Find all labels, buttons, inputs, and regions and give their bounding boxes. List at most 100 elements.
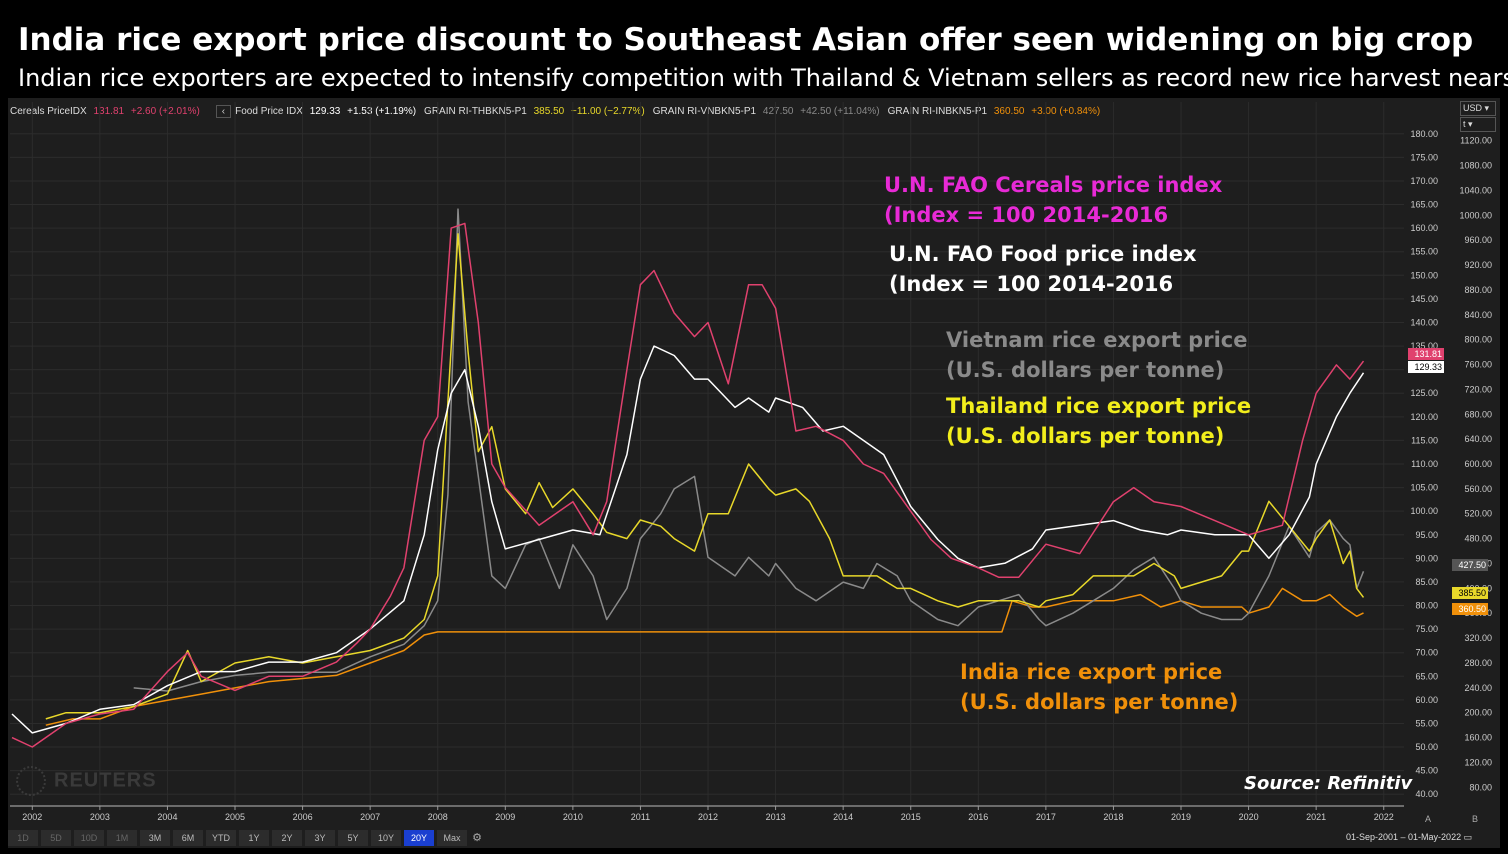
y-left-tick-label: 75.00 [1415, 624, 1438, 634]
last-value-tag-food [1408, 361, 1444, 373]
x-tick-label: 2011 [631, 812, 650, 822]
y-right-tick-label: 480.00 [1464, 534, 1492, 544]
series-layer [11, 208, 1365, 748]
x-tick-label: 2021 [1306, 812, 1326, 822]
legend-food[interactable]: Food Price IDX 129.33 +1.53 (+1.19%) [235, 106, 420, 117]
legend-cereals[interactable]: Cereals PriceIDX 131.81 +2.60 (+2.01%) [10, 106, 204, 117]
date-range-text: 01-Sep-2001 – 01-May-2022 [1346, 832, 1462, 842]
annotation-food-line1: U.N. FAO Food price index [889, 242, 1197, 266]
range-buttons: 1D 5D 10D 1M 3M 6M YTD 1Y 2Y 3Y 5Y 10Y 20Y Max ⚙ [8, 828, 484, 848]
range-button-5d[interactable]: 5D [41, 830, 71, 846]
scale-mode-label: t [1463, 119, 1466, 129]
last-value-tag-cereals [1408, 348, 1444, 360]
legend-india-name: GRAIN RI-INBKN5-P1 [887, 105, 988, 117]
y-right-tick-label: 520.00 [1464, 509, 1492, 519]
annotation-cereals-line2: (Index = 100 2014-2016 [884, 203, 1169, 227]
y-right-tick-label: 680.00 [1464, 409, 1492, 419]
chart-subtitle: Indian rice exporters are expected to in… [18, 64, 1508, 92]
x-tick-label: 2008 [428, 812, 448, 822]
legend-thai[interactable]: GRAIN RI-THBKN5-P1 385.50 −11.00 (−2.77%… [424, 106, 649, 117]
y-right-tick-label: 280.00 [1464, 658, 1492, 668]
range-button-1d[interactable]: 1D [8, 830, 38, 846]
range-button-5y[interactable]: 5Y [338, 830, 368, 846]
annotation-india: India rice export price (U.S. dollars pe… [960, 657, 1238, 717]
date-range[interactable]: 01-Sep-2001 – 01-May-2022 ▭ [1346, 832, 1472, 843]
y-left-tick-label: 180.00 [1410, 129, 1438, 139]
series-line-food [11, 345, 1365, 734]
currency-label: USD [1463, 103, 1483, 113]
x-tick-label: 2019 [1171, 812, 1191, 822]
range-button-6m[interactable]: 6M [173, 830, 203, 846]
range-button-3y[interactable]: 3Y [305, 830, 335, 846]
chevron-down-icon: ▾ [1484, 103, 1490, 113]
calendar-icon: ▭ [1463, 832, 1473, 842]
y-left-tick-label: 175.00 [1410, 152, 1438, 162]
y-left-tick-label: 105.00 [1410, 483, 1438, 493]
y-left-tick-label: 120.00 [1410, 412, 1438, 422]
reuters-logo-icon [16, 766, 46, 796]
y-left-tick-label: 170.00 [1410, 176, 1438, 186]
y-right-tick-label: 160.00 [1464, 733, 1492, 743]
legend-back-button[interactable]: ‹ [215, 104, 232, 118]
annotation-viet: Vietnam rice export price (U.S. dollars … [946, 325, 1247, 385]
range-button-20y[interactable]: 20Y [404, 830, 434, 846]
chevron-down-icon: ▾ [1468, 119, 1473, 129]
x-tick-label: 2017 [1036, 812, 1056, 822]
range-button-10y[interactable]: 10Y [371, 830, 401, 846]
gear-icon[interactable]: ⚙ [472, 831, 482, 844]
currency-select[interactable]: USD ▾ [1460, 101, 1496, 116]
range-button-1m[interactable]: 1M [107, 830, 137, 846]
annotation-india-line1: India rice export price [960, 660, 1223, 684]
y-right-tick-label: 240.00 [1464, 683, 1492, 693]
legend-viet-change: +42.50 (+11.04%) [800, 105, 880, 117]
legend-viet[interactable]: GRAIN RI-VNBKN5-P1 427.50 +42.50 (+11.04… [653, 106, 884, 117]
x-tick-label: 2002 [22, 812, 42, 822]
range-button-ytd[interactable]: YTD [206, 830, 236, 846]
annotation-india-line2: (U.S. dollars per tonne) [960, 690, 1239, 714]
last-value-text-cereals: 131.81 [1414, 349, 1442, 359]
range-button-2y[interactable]: 2Y [272, 830, 302, 846]
range-button-10d[interactable]: 10D [74, 830, 104, 846]
scale-mode-select[interactable]: t ▾ [1460, 117, 1496, 132]
reuters-watermark-text: REUTERS [54, 769, 157, 792]
y-left-tick-label: 60.00 [1415, 695, 1438, 705]
x-tick-label: 2005 [225, 812, 245, 822]
annotation-thai-line1: Thailand rice export price [946, 394, 1252, 418]
legend-cereals-change: +2.60 (+2.01%) [130, 105, 200, 117]
source-label: Source: Refinitiv [1244, 773, 1413, 794]
y-left-tick-label: 55.00 [1415, 718, 1438, 728]
legend-india-value: 360.50 [993, 105, 1025, 117]
legend-india[interactable]: GRAIN RI-INBKN5-P1 360.50 +3.00 (+0.84%) [888, 106, 1105, 117]
toggle-a-button[interactable]: A [1424, 814, 1431, 824]
legend-thai-name: GRAIN RI-THBKN5-P1 [424, 105, 527, 117]
last-value-text-viet: 427.50 [1458, 560, 1486, 570]
y-left-tick-label: 80.00 [1415, 601, 1438, 611]
range-button-1y[interactable]: 1Y [239, 830, 269, 846]
range-button-3m[interactable]: 3M [140, 830, 170, 846]
annotation-viet-line1: Vietnam rice export price [946, 328, 1248, 352]
y-left-tick-label: 110.00 [1411, 459, 1438, 469]
y-left-tick-label: 50.00 [1415, 742, 1438, 752]
y-right-tick-label: 600.00 [1464, 459, 1492, 469]
range-button-max[interactable]: Max [437, 830, 467, 846]
last-value-tag-viet [1452, 559, 1488, 571]
annotation-food: U.N. FAO Food price index (Index = 100 2… [889, 239, 1197, 299]
x-tick-label: 2018 [1103, 812, 1123, 822]
legend-food-name: Food Price IDX [235, 105, 303, 117]
x-tick-label: 2003 [90, 812, 110, 822]
x-tick-label: 2009 [495, 812, 515, 822]
toggle-b-button[interactable]: B [1471, 814, 1478, 824]
last-value-text-india: 360.50 [1458, 604, 1486, 614]
y-right-tick-label: 760.00 [1464, 360, 1492, 370]
series-line-cereals [11, 222, 1365, 748]
y-axis-left-ticks: 40.00 45.00 50.00 55.00 60.00 65.00 70.00 75.00… [1410, 129, 1438, 799]
annotation-thai: Thailand rice export price (U.S. dollars… [946, 391, 1251, 451]
series-line-thai [45, 233, 1365, 720]
y-right-tick-label: 200.00 [1464, 708, 1492, 718]
y-left-tick-label: 90.00 [1415, 553, 1438, 563]
y-right-tick-label: 1000.00 [1459, 210, 1492, 220]
legend-cereals-name: Cereals PriceIDX [10, 105, 87, 117]
last-value-text-thai: 385.50 [1458, 588, 1486, 598]
y-left-tick-label: 100.00 [1410, 506, 1438, 516]
series-line-viet [133, 208, 1365, 692]
